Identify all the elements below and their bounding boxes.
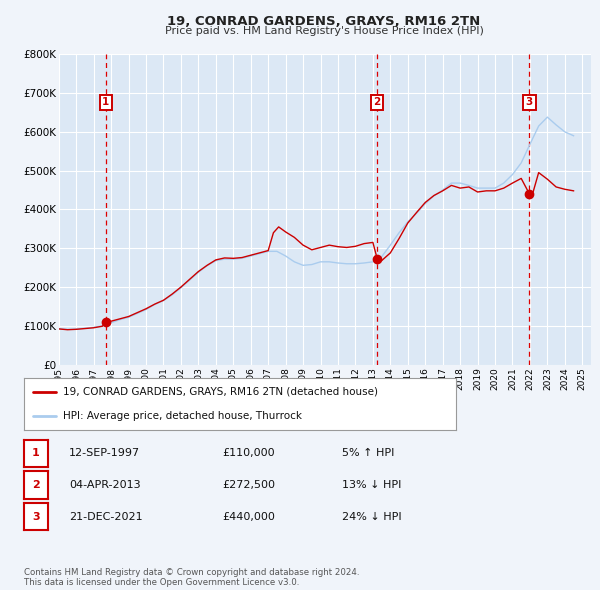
Text: 13% ↓ HPI: 13% ↓ HPI <box>342 480 401 490</box>
Text: 2: 2 <box>374 97 381 107</box>
Text: 1: 1 <box>32 448 40 458</box>
Text: 04-APR-2013: 04-APR-2013 <box>69 480 140 490</box>
Text: 21-DEC-2021: 21-DEC-2021 <box>69 512 143 522</box>
Text: 24% ↓ HPI: 24% ↓ HPI <box>342 512 401 522</box>
Text: 5% ↑ HPI: 5% ↑ HPI <box>342 448 394 458</box>
Text: HPI: Average price, detached house, Thurrock: HPI: Average price, detached house, Thur… <box>63 411 302 421</box>
Text: £440,000: £440,000 <box>222 512 275 522</box>
Text: 3: 3 <box>526 97 533 107</box>
Text: 19, CONRAD GARDENS, GRAYS, RM16 2TN (detached house): 19, CONRAD GARDENS, GRAYS, RM16 2TN (det… <box>63 386 378 396</box>
Text: 3: 3 <box>32 512 40 522</box>
Text: 1: 1 <box>102 97 110 107</box>
Text: 2: 2 <box>32 480 40 490</box>
Text: £272,500: £272,500 <box>222 480 275 490</box>
Text: Price paid vs. HM Land Registry's House Price Index (HPI): Price paid vs. HM Land Registry's House … <box>164 26 484 36</box>
Text: Contains HM Land Registry data © Crown copyright and database right 2024.
This d: Contains HM Land Registry data © Crown c… <box>24 568 359 587</box>
Text: £110,000: £110,000 <box>222 448 275 458</box>
Text: 12-SEP-1997: 12-SEP-1997 <box>69 448 140 458</box>
Text: 19, CONRAD GARDENS, GRAYS, RM16 2TN: 19, CONRAD GARDENS, GRAYS, RM16 2TN <box>167 15 481 28</box>
